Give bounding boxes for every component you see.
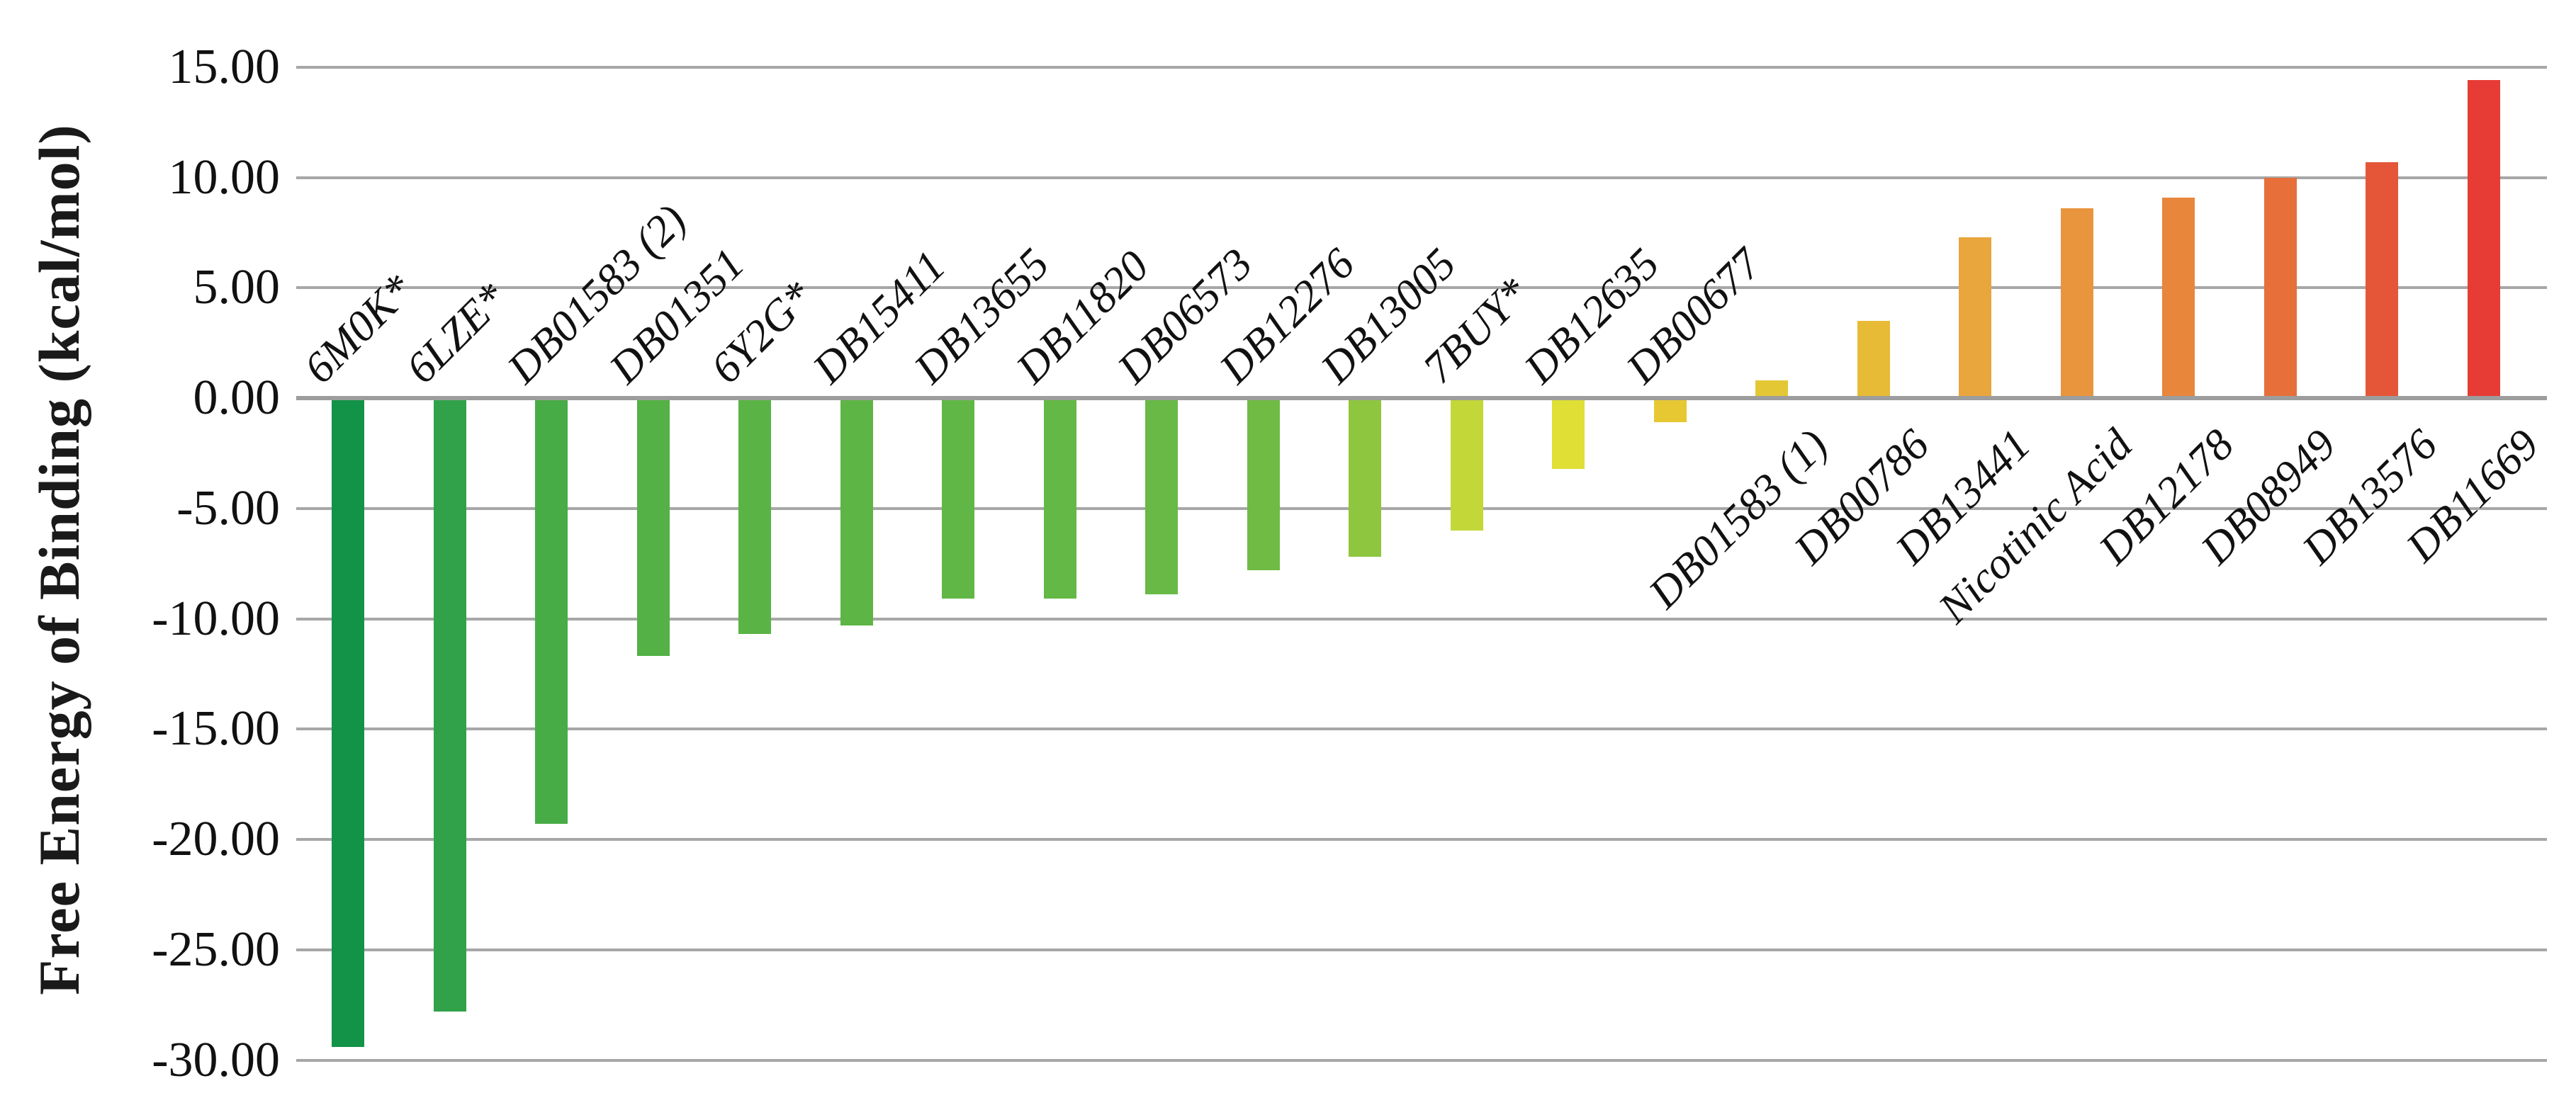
bar: [2263, 177, 2297, 398]
bar: [2060, 208, 2093, 398]
zero-axis-line: [296, 396, 2547, 400]
y-tick-label: -25.00: [152, 922, 280, 977]
bar: [1959, 237, 1991, 398]
bar: [2467, 80, 2500, 398]
bar: [1653, 398, 1687, 423]
bar: [332, 398, 364, 1047]
y-tick-label: -15.00: [152, 701, 280, 757]
bar: [1552, 398, 1585, 469]
y-tick-label: -5.00: [176, 480, 280, 536]
y-tick-label: -20.00: [152, 812, 280, 866]
bar: [2162, 197, 2195, 398]
y-tick-label: 5.00: [193, 260, 281, 315]
bar: [942, 398, 974, 599]
gridline: [296, 617, 2547, 621]
bar: [1043, 398, 1076, 599]
bar: [433, 398, 466, 1012]
gridline: [296, 948, 2547, 951]
bar: [1247, 398, 1280, 570]
gridline: [296, 838, 2547, 841]
bar: [636, 398, 670, 657]
gridline: [296, 506, 2547, 510]
bar: [1450, 398, 1483, 531]
bar: [738, 398, 771, 635]
gridline: [296, 65, 2547, 69]
gridline: [296, 1058, 2547, 1062]
gridline: [296, 286, 2547, 290]
bar: [1145, 398, 1178, 595]
bar: [1349, 398, 1381, 557]
bar: [1755, 380, 1788, 398]
bar: [1857, 320, 1890, 398]
y-tick-label: 15.00: [168, 39, 281, 94]
gridline: [296, 176, 2547, 179]
y-tick-label: -30.00: [152, 1032, 280, 1087]
category-label: 6M0K*: [295, 265, 422, 393]
bar: [2366, 162, 2398, 398]
y-tick-label: -10.00: [152, 591, 280, 646]
bar: [535, 398, 568, 825]
bar: [840, 398, 873, 625]
y-tick-label: 0.00: [193, 370, 281, 425]
y-tick-label: 10.00: [168, 149, 281, 205]
gridline: [296, 727, 2547, 731]
